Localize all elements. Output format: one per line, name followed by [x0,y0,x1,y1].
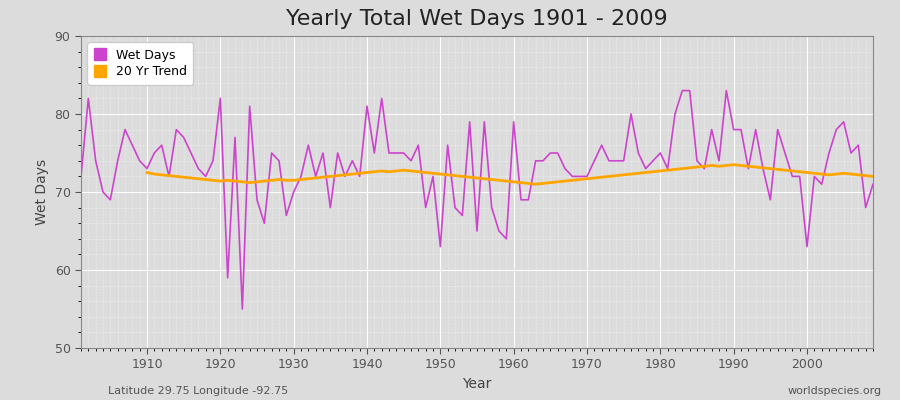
20 Yr Trend [824,172,834,177]
20 Yr Trend [281,178,292,183]
Wet Days [303,143,314,148]
Text: worldspecies.org: worldspecies.org [788,386,882,396]
Wet Days [604,158,615,163]
Wet Days [346,158,357,163]
Wet Days [237,306,248,311]
Wet Days [868,182,878,186]
20 Yr Trend [310,176,321,180]
20 Yr Trend [846,172,857,176]
Wet Days [677,88,688,93]
Wet Days [508,119,519,124]
20 Yr Trend [728,162,739,167]
20 Yr Trend [530,182,541,186]
Wet Days [134,158,145,163]
Legend: Wet Days, 20 Yr Trend: Wet Days, 20 Yr Trend [87,42,194,84]
20 Yr Trend [141,170,152,175]
Text: Latitude 29.75 Longitude -92.75: Latitude 29.75 Longitude -92.75 [108,386,288,396]
Title: Yearly Total Wet Days 1901 - 2009: Yearly Total Wet Days 1901 - 2009 [286,9,668,29]
Wet Days [516,197,526,202]
Line: Wet Days: Wet Days [81,90,873,309]
20 Yr Trend [516,180,526,185]
Y-axis label: Wet Days: Wet Days [35,159,49,225]
Line: 20 Yr Trend: 20 Yr Trend [147,165,873,184]
20 Yr Trend [581,176,592,181]
Wet Days [76,174,86,179]
20 Yr Trend [868,174,878,179]
X-axis label: Year: Year [463,377,491,391]
